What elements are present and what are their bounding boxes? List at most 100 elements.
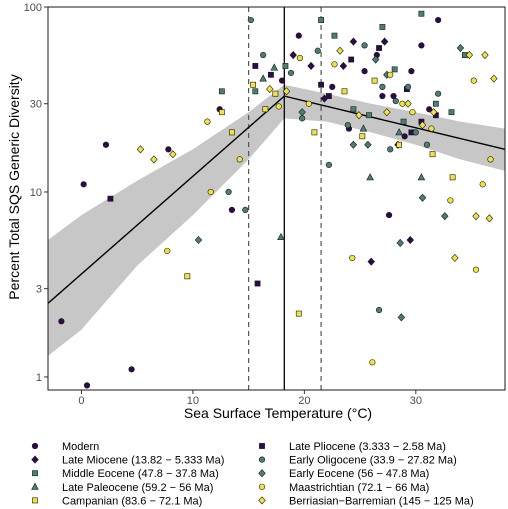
legend-key	[32, 497, 38, 504]
data-point	[282, 63, 289, 69]
data-point	[336, 46, 344, 55]
plot-layer	[48, 7, 505, 390]
data-point	[449, 174, 456, 181]
series-group	[107, 45, 439, 287]
data-point	[278, 77, 286, 84]
data-point	[465, 50, 474, 60]
data-point	[401, 133, 408, 140]
data-point	[307, 61, 315, 71]
data-point	[408, 68, 415, 75]
data-point	[418, 121, 427, 130]
data-point	[451, 253, 459, 262]
data-point	[277, 232, 285, 241]
data-point	[331, 32, 338, 39]
legend-item: Late Miocene (13.82 − 5.333 Ma)	[31, 455, 224, 467]
data-point	[404, 99, 412, 108]
data-point	[441, 212, 449, 221]
data-point	[359, 124, 368, 132]
legend-key	[259, 443, 265, 449]
plot-area	[48, 7, 505, 390]
y-tick-label: 30	[30, 99, 42, 111]
data-point	[318, 17, 324, 23]
data-point	[396, 238, 404, 248]
data-point	[392, 97, 399, 105]
data-point	[252, 63, 259, 69]
data-point	[383, 108, 391, 117]
data-point	[366, 112, 372, 119]
legend-key	[258, 496, 266, 505]
data-point	[412, 129, 419, 136]
data-point	[355, 111, 363, 120]
data-point	[366, 173, 374, 181]
data-point	[169, 150, 177, 159]
data-point	[228, 206, 236, 213]
data-point	[329, 83, 336, 90]
x-axis-title: Sea Surface Temperature (°C)	[184, 405, 372, 421]
legend-label: Late Paleocene (59.2 − 56 Ma)	[62, 482, 213, 494]
data-point	[400, 118, 407, 125]
data-point	[349, 254, 356, 262]
data-point	[296, 54, 304, 62]
data-point	[242, 206, 249, 213]
y-axis-title: Percent Total SQS Generic Diversity	[6, 74, 22, 299]
data-point	[150, 155, 158, 164]
data-point	[390, 92, 397, 100]
legend-key	[258, 469, 266, 478]
legend-key	[32, 470, 38, 477]
data-point	[371, 55, 380, 64]
legend-label: Modern	[62, 441, 99, 453]
data-point	[204, 118, 211, 125]
data-point	[396, 141, 403, 148]
legend-key	[31, 442, 39, 450]
x-tick-label: 20	[298, 395, 310, 407]
data-point	[350, 106, 357, 113]
data-point	[344, 121, 351, 129]
data-point	[272, 90, 279, 97]
data-point	[311, 129, 318, 136]
y-tick-label: 10	[30, 187, 42, 199]
data-point	[325, 161, 332, 169]
data-point	[250, 81, 256, 88]
data-point	[298, 108, 306, 117]
data-point	[387, 146, 394, 153]
data-point	[107, 195, 114, 202]
data-point	[83, 382, 91, 389]
data-point	[417, 173, 426, 181]
data-point	[361, 42, 368, 49]
data-point	[259, 74, 267, 82]
data-point	[218, 109, 225, 116]
data-point	[485, 214, 494, 223]
data-point	[207, 188, 214, 196]
data-point	[426, 106, 433, 113]
legend-label: Late Pliocene (3.333 − 2.58 Ma)	[289, 441, 446, 453]
data-point	[472, 266, 480, 273]
confidence-ribbon	[48, 84, 505, 356]
legend-label: Early Oligocene (33.9 − 27.82 Ma)	[289, 455, 457, 467]
data-point	[339, 61, 348, 71]
data-point	[361, 68, 368, 75]
data-point	[314, 47, 321, 54]
data-point	[432, 100, 439, 107]
series-group	[58, 16, 442, 389]
data-point	[385, 211, 393, 219]
data-point	[481, 50, 489, 60]
data-point	[472, 212, 480, 221]
data-point	[268, 71, 274, 78]
legend-key	[31, 482, 39, 490]
legend-item: Late Paleocene (59.2 − 56 Ma)	[31, 482, 213, 494]
data-point	[136, 145, 145, 154]
data-point	[295, 310, 302, 317]
data-point	[369, 359, 376, 366]
data-point	[325, 93, 332, 99]
data-point	[395, 128, 403, 136]
data-point	[282, 87, 291, 96]
series-group	[225, 16, 442, 314]
data-point	[194, 235, 203, 245]
data-point	[305, 100, 312, 107]
data-point	[165, 146, 172, 153]
data-point	[349, 37, 358, 46]
y-tick-label: 3	[36, 284, 42, 296]
legend-item: Modern	[31, 441, 99, 453]
data-point	[102, 141, 110, 148]
x-tick-label: 0	[78, 395, 84, 407]
